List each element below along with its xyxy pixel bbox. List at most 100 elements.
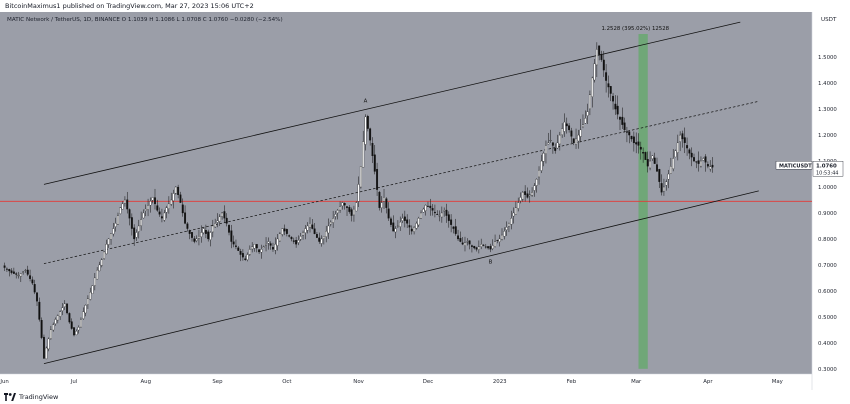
candle [84,304,87,317]
candle [93,273,96,291]
candle-body [369,128,372,141]
candle-body [443,210,446,212]
candle-body [290,236,293,240]
candle [172,189,175,209]
candle-body [228,225,230,233]
candle [403,210,406,228]
candle [137,219,140,239]
candle-body [494,241,497,248]
candles [3,42,714,360]
candle-body [623,122,626,131]
candle [482,244,485,247]
candle [154,188,156,210]
candle [440,206,443,223]
candle [649,151,652,171]
candle [350,207,353,222]
candle-body [156,205,159,211]
candle-body [383,197,385,202]
candle-body [49,329,52,339]
candle [686,137,689,156]
chart-area[interactable]: A B 1.2528 (395.02%) 12528 MATIC Network /… [0,12,850,390]
candle [697,151,700,172]
candle-body [711,164,714,168]
candle [669,157,672,174]
candle [390,216,392,228]
candle-body [373,154,376,172]
candle [265,237,267,252]
candle [311,219,314,230]
candle [5,267,8,273]
candle [383,188,385,209]
candle [33,279,36,295]
candle [357,176,360,208]
candle-body [100,259,103,266]
candle [373,145,376,175]
candle-body [433,211,436,214]
candle [531,187,534,197]
candle-body [461,242,464,245]
candle [269,241,272,250]
candle [660,174,663,196]
candle-body [149,201,152,206]
candle [424,204,427,216]
candle-body [110,233,112,240]
candle [251,242,254,253]
price-tag-bg [812,161,844,177]
candle [29,269,32,282]
candle-body [17,275,20,277]
candle [68,312,71,324]
candle-body [450,219,453,225]
candle [623,117,626,133]
candle [646,151,649,173]
candle-body [399,221,402,227]
candle-body [438,215,441,217]
candle-body [114,223,117,227]
candle-body [653,157,656,164]
candle-body [63,303,66,307]
candle [235,239,237,250]
candle-body [348,207,351,212]
candle [556,134,559,149]
candle-body [31,279,34,284]
candle [209,231,212,247]
candle [568,123,571,133]
candle-body [429,205,432,208]
candle [54,317,57,326]
candle [665,179,668,191]
annotations: A B 1.2528 (395.02%) 12528 [364,26,670,266]
candle-body [524,191,527,195]
candle-body [119,207,122,214]
candle-body [538,169,540,178]
candle-body [93,277,96,286]
candle-body [56,315,59,321]
candle-body [255,244,258,249]
candle-body [26,269,29,275]
candle [142,209,145,219]
candle [366,114,369,132]
candle [457,229,460,241]
candle-body [415,223,418,229]
candle [82,307,85,320]
candle-body [475,247,478,250]
candle-body [313,228,316,234]
candle [43,334,45,359]
candle [503,227,506,240]
candle-body [556,142,559,149]
candle-body [408,225,411,228]
candle [598,45,601,61]
candle-body [209,232,212,240]
candle [674,149,677,158]
candle [364,114,367,151]
candle [151,196,154,204]
candle-body [40,319,43,338]
plot-background [0,12,850,390]
y-tick-label: 0.6000 [818,289,837,295]
candle [586,103,589,125]
candle-body [341,202,344,207]
candle-body [36,292,38,302]
price-chart[interactable]: A B 1.2528 (395.02%) 12528 MATIC Network /… [0,12,850,390]
plot-bg [0,12,812,374]
candle [59,310,62,321]
candle [61,303,64,316]
candle-body [651,155,654,159]
